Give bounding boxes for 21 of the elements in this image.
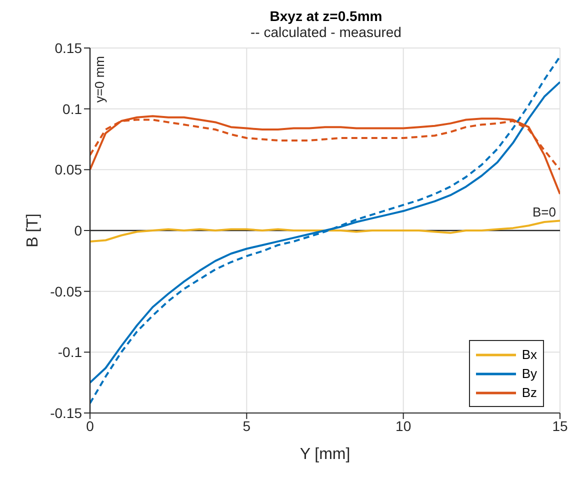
line-series (90, 115, 560, 195)
y-tick-label: -0.1 (58, 344, 82, 360)
y-tick-label: -0.05 (50, 283, 82, 300)
legend-label: By (522, 365, 537, 383)
x-axis-title: Y [mm] (300, 446, 350, 463)
y-tick-label: -0.15 (50, 404, 82, 421)
chart-subtitle: -- calculated - measured (250, 24, 402, 40)
x-tick-label: 0 (86, 418, 94, 434)
y-tick-label: 0 (74, 222, 82, 238)
ref-line-label: y=0 mm (92, 56, 107, 103)
y-tick-label: 0.15 (54, 40, 82, 56)
x-tick-label: 5 (242, 418, 251, 434)
y-tick-label: 0.05 (54, 162, 82, 178)
legend-label: Bz (522, 384, 537, 402)
x-tick-label: 10 (396, 418, 412, 434)
ref-line-label: B=0 (532, 204, 556, 220)
y-axis-title: B [T] (24, 214, 42, 248)
x-tick-label: 15 (552, 418, 568, 434)
chart-title: Bxyz at z=0.5mm (268, 8, 384, 24)
legend-label: Bx (522, 346, 537, 364)
y-tick-label: 0.1 (62, 100, 82, 117)
